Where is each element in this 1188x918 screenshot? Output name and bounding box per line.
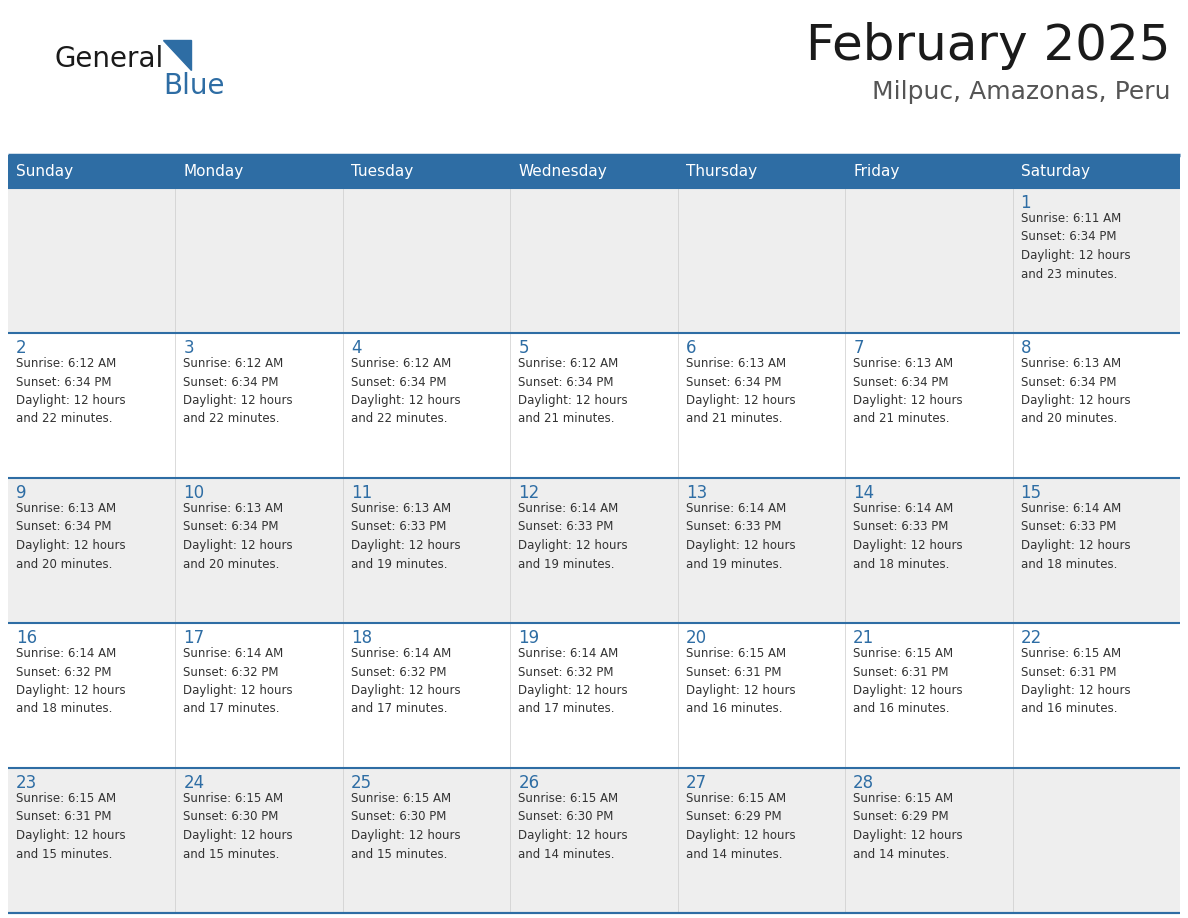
Text: Sunrise: 6:14 AM
Sunset: 6:33 PM
Daylight: 12 hours
and 19 minutes.: Sunrise: 6:14 AM Sunset: 6:33 PM Dayligh… <box>518 502 628 570</box>
Text: Monday: Monday <box>183 164 244 179</box>
Text: February 2025: February 2025 <box>805 22 1170 70</box>
Text: 22: 22 <box>1020 629 1042 647</box>
Bar <box>8 155 1180 188</box>
Text: Wednesday: Wednesday <box>518 164 607 179</box>
Text: 9: 9 <box>15 484 26 502</box>
Text: Sunrise: 6:14 AM
Sunset: 6:32 PM
Daylight: 12 hours
and 17 minutes.: Sunrise: 6:14 AM Sunset: 6:32 PM Dayligh… <box>518 647 628 715</box>
Bar <box>8 623 1180 768</box>
Text: Sunrise: 6:13 AM
Sunset: 6:34 PM
Daylight: 12 hours
and 20 minutes.: Sunrise: 6:13 AM Sunset: 6:34 PM Dayligh… <box>183 502 293 570</box>
Text: Sunrise: 6:15 AM
Sunset: 6:29 PM
Daylight: 12 hours
and 14 minutes.: Sunrise: 6:15 AM Sunset: 6:29 PM Dayligh… <box>685 792 795 860</box>
Text: 2: 2 <box>15 339 26 357</box>
Text: 14: 14 <box>853 484 874 502</box>
Text: 15: 15 <box>1020 484 1042 502</box>
Text: Sunrise: 6:13 AM
Sunset: 6:34 PM
Daylight: 12 hours
and 21 minutes.: Sunrise: 6:13 AM Sunset: 6:34 PM Dayligh… <box>853 357 962 426</box>
Bar <box>8 333 1180 478</box>
Text: Sunrise: 6:14 AM
Sunset: 6:33 PM
Daylight: 12 hours
and 18 minutes.: Sunrise: 6:14 AM Sunset: 6:33 PM Dayligh… <box>1020 502 1130 570</box>
Text: 16: 16 <box>15 629 37 647</box>
Text: Sunrise: 6:14 AM
Sunset: 6:32 PM
Daylight: 12 hours
and 17 minutes.: Sunrise: 6:14 AM Sunset: 6:32 PM Dayligh… <box>350 647 461 715</box>
Text: Sunrise: 6:13 AM
Sunset: 6:34 PM
Daylight: 12 hours
and 20 minutes.: Sunrise: 6:13 AM Sunset: 6:34 PM Dayligh… <box>15 502 126 570</box>
Text: 11: 11 <box>350 484 372 502</box>
Text: 18: 18 <box>350 629 372 647</box>
Text: 1: 1 <box>1020 194 1031 212</box>
Text: Sunrise: 6:15 AM
Sunset: 6:30 PM
Daylight: 12 hours
and 15 minutes.: Sunrise: 6:15 AM Sunset: 6:30 PM Dayligh… <box>350 792 461 860</box>
Text: Sunrise: 6:15 AM
Sunset: 6:31 PM
Daylight: 12 hours
and 16 minutes.: Sunrise: 6:15 AM Sunset: 6:31 PM Dayligh… <box>685 647 795 715</box>
Text: 3: 3 <box>183 339 194 357</box>
Text: 5: 5 <box>518 339 529 357</box>
Text: 26: 26 <box>518 774 539 792</box>
Text: Saturday: Saturday <box>1020 164 1089 179</box>
Text: Sunrise: 6:12 AM
Sunset: 6:34 PM
Daylight: 12 hours
and 21 minutes.: Sunrise: 6:12 AM Sunset: 6:34 PM Dayligh… <box>518 357 628 426</box>
Text: Sunrise: 6:15 AM
Sunset: 6:30 PM
Daylight: 12 hours
and 14 minutes.: Sunrise: 6:15 AM Sunset: 6:30 PM Dayligh… <box>518 792 628 860</box>
Text: Sunrise: 6:14 AM
Sunset: 6:33 PM
Daylight: 12 hours
and 18 minutes.: Sunrise: 6:14 AM Sunset: 6:33 PM Dayligh… <box>853 502 962 570</box>
Text: 24: 24 <box>183 774 204 792</box>
Text: Milpuc, Amazonas, Peru: Milpuc, Amazonas, Peru <box>872 80 1170 104</box>
Text: Sunrise: 6:11 AM
Sunset: 6:34 PM
Daylight: 12 hours
and 23 minutes.: Sunrise: 6:11 AM Sunset: 6:34 PM Dayligh… <box>1020 212 1130 281</box>
Bar <box>8 188 1180 333</box>
Text: Sunrise: 6:13 AM
Sunset: 6:34 PM
Daylight: 12 hours
and 21 minutes.: Sunrise: 6:13 AM Sunset: 6:34 PM Dayligh… <box>685 357 795 426</box>
Bar <box>8 478 1180 623</box>
Text: 7: 7 <box>853 339 864 357</box>
Text: Friday: Friday <box>853 164 899 179</box>
Text: 8: 8 <box>1020 339 1031 357</box>
Text: Sunrise: 6:14 AM
Sunset: 6:32 PM
Daylight: 12 hours
and 18 minutes.: Sunrise: 6:14 AM Sunset: 6:32 PM Dayligh… <box>15 647 126 715</box>
Text: 23: 23 <box>15 774 37 792</box>
Text: Sunrise: 6:12 AM
Sunset: 6:34 PM
Daylight: 12 hours
and 22 minutes.: Sunrise: 6:12 AM Sunset: 6:34 PM Dayligh… <box>15 357 126 426</box>
Text: Sunrise: 6:15 AM
Sunset: 6:30 PM
Daylight: 12 hours
and 15 minutes.: Sunrise: 6:15 AM Sunset: 6:30 PM Dayligh… <box>183 792 293 860</box>
Text: Sunrise: 6:14 AM
Sunset: 6:32 PM
Daylight: 12 hours
and 17 minutes.: Sunrise: 6:14 AM Sunset: 6:32 PM Dayligh… <box>183 647 293 715</box>
Text: General: General <box>55 45 164 73</box>
Text: Sunrise: 6:12 AM
Sunset: 6:34 PM
Daylight: 12 hours
and 22 minutes.: Sunrise: 6:12 AM Sunset: 6:34 PM Dayligh… <box>350 357 461 426</box>
Text: 20: 20 <box>685 629 707 647</box>
Text: 4: 4 <box>350 339 361 357</box>
Text: Sunrise: 6:15 AM
Sunset: 6:31 PM
Daylight: 12 hours
and 16 minutes.: Sunrise: 6:15 AM Sunset: 6:31 PM Dayligh… <box>853 647 962 715</box>
Text: Sunrise: 6:14 AM
Sunset: 6:33 PM
Daylight: 12 hours
and 19 minutes.: Sunrise: 6:14 AM Sunset: 6:33 PM Dayligh… <box>685 502 795 570</box>
Text: Tuesday: Tuesday <box>350 164 413 179</box>
Text: 10: 10 <box>183 484 204 502</box>
Text: Sunrise: 6:13 AM
Sunset: 6:34 PM
Daylight: 12 hours
and 20 minutes.: Sunrise: 6:13 AM Sunset: 6:34 PM Dayligh… <box>1020 357 1130 426</box>
Bar <box>8 768 1180 913</box>
Text: Sunrise: 6:15 AM
Sunset: 6:29 PM
Daylight: 12 hours
and 14 minutes.: Sunrise: 6:15 AM Sunset: 6:29 PM Dayligh… <box>853 792 962 860</box>
Text: Sunrise: 6:15 AM
Sunset: 6:31 PM
Daylight: 12 hours
and 16 minutes.: Sunrise: 6:15 AM Sunset: 6:31 PM Dayligh… <box>1020 647 1130 715</box>
Text: 21: 21 <box>853 629 874 647</box>
Text: 13: 13 <box>685 484 707 502</box>
Text: 12: 12 <box>518 484 539 502</box>
Text: Sunrise: 6:15 AM
Sunset: 6:31 PM
Daylight: 12 hours
and 15 minutes.: Sunrise: 6:15 AM Sunset: 6:31 PM Dayligh… <box>15 792 126 860</box>
Text: Sunday: Sunday <box>15 164 74 179</box>
Text: Thursday: Thursday <box>685 164 757 179</box>
Text: 17: 17 <box>183 629 204 647</box>
Text: Sunrise: 6:12 AM
Sunset: 6:34 PM
Daylight: 12 hours
and 22 minutes.: Sunrise: 6:12 AM Sunset: 6:34 PM Dayligh… <box>183 357 293 426</box>
Text: 6: 6 <box>685 339 696 357</box>
Text: Blue: Blue <box>163 72 225 100</box>
Text: 25: 25 <box>350 774 372 792</box>
Polygon shape <box>163 40 191 70</box>
Text: Sunrise: 6:13 AM
Sunset: 6:33 PM
Daylight: 12 hours
and 19 minutes.: Sunrise: 6:13 AM Sunset: 6:33 PM Dayligh… <box>350 502 461 570</box>
Text: 27: 27 <box>685 774 707 792</box>
Text: 19: 19 <box>518 629 539 647</box>
Text: 28: 28 <box>853 774 874 792</box>
